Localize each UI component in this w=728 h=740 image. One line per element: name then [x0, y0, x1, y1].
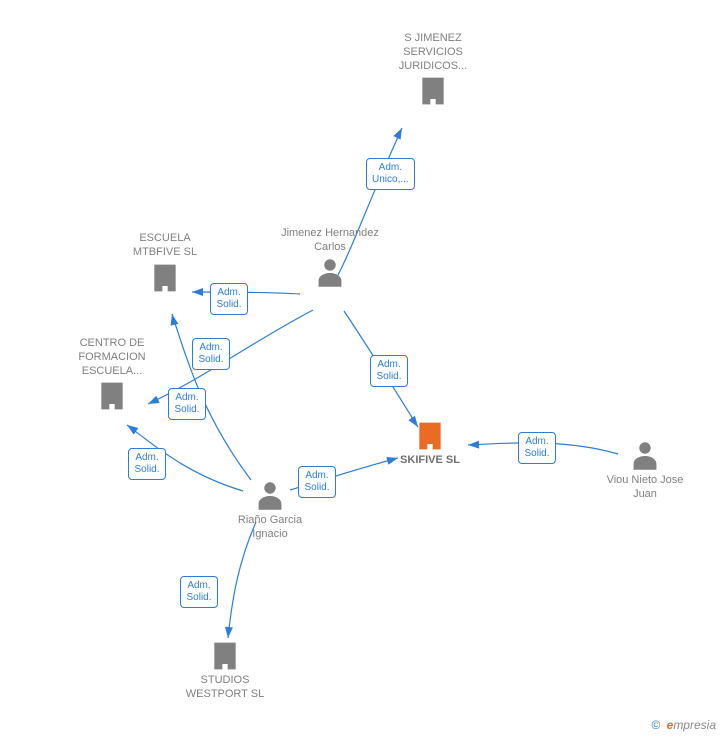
company-node[interactable]: S JIMENEZ SERVICIOS JURIDICOS... — [383, 30, 483, 107]
edge-label: Adm.Solid. — [370, 355, 408, 387]
building-icon — [383, 75, 483, 107]
node-label: Jimenez Hernandez Carlos — [280, 227, 380, 255]
building-icon — [175, 640, 275, 672]
edge-label: Adm.Solid. — [192, 338, 230, 370]
person-node[interactable]: Viou Nieto Jose Juan — [595, 440, 695, 504]
edge-label: Adm.Solid. — [128, 448, 166, 480]
node-label: Viou Nieto Jose Juan — [595, 474, 695, 502]
node-label: Riaño Garcia Ignacio — [220, 514, 320, 542]
person-icon — [280, 257, 380, 289]
node-label: SKIFIVE SL — [380, 454, 480, 468]
arrowhead-icon — [393, 126, 405, 139]
company-node[interactable]: SKIFIVE SL — [380, 420, 480, 470]
company-node[interactable]: ESCUELA MTBFIVE SL — [115, 230, 215, 294]
edge-label: Adm.Unico,... — [366, 158, 415, 190]
node-label: CENTRO DE FORMACION ESCUELA... — [62, 337, 162, 378]
arrowhead-icon — [125, 422, 139, 435]
building-icon — [62, 380, 162, 412]
company-node[interactable]: CENTRO DE FORMACION ESCUELA... — [62, 335, 162, 412]
network-diagram: S JIMENEZ SERVICIOS JURIDICOS... ESCUELA … — [0, 0, 728, 740]
edge-label: Adm.Solid. — [210, 283, 248, 315]
node-label: S JIMENEZ SERVICIOS JURIDICOS... — [383, 32, 483, 73]
brand-rest: mpresia — [673, 718, 716, 732]
building-icon — [115, 262, 215, 294]
edge-label: Adm.Solid. — [168, 388, 206, 420]
arrowhead-icon — [224, 627, 233, 639]
person-icon — [595, 440, 695, 472]
edge-label: Adm.Solid. — [298, 466, 336, 498]
edge-label: Adm.Solid. — [518, 432, 556, 464]
node-label: ESCUELA MTBFIVE SL — [115, 232, 215, 260]
building-icon — [380, 420, 480, 452]
node-label: STUDIOS WESTPORT SL — [175, 674, 275, 702]
copyright-symbol: © — [651, 718, 660, 732]
company-node[interactable]: STUDIOS WESTPORT SL — [175, 640, 275, 704]
edge-label: Adm.Solid. — [180, 576, 218, 608]
person-node[interactable]: Jimenez Hernandez Carlos — [280, 225, 380, 289]
watermark: © empresia — [651, 718, 716, 732]
arrowhead-icon — [168, 313, 178, 326]
